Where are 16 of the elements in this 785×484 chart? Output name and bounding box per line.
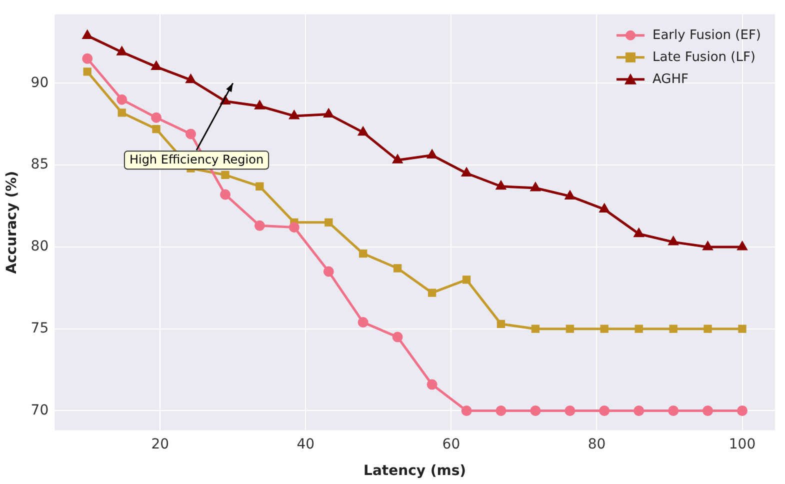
y-axis-title: Accuracy (%)	[4, 170, 20, 274]
legend-label: Early Fusion (EF)	[652, 28, 761, 43]
y-tick-label: 75	[30, 320, 49, 336]
x-tick-label: 100	[728, 436, 756, 452]
x-tick-label: 80	[588, 436, 606, 452]
x-tick-label: 60	[442, 436, 460, 452]
y-tick-label: 85	[30, 156, 49, 173]
legend-label: AGHF	[652, 72, 688, 87]
legend-label: Late Fusion (LF)	[652, 50, 756, 65]
x-tick-label: 20	[151, 436, 170, 452]
y-tick-label: 80	[30, 238, 49, 255]
y-tick-label: 70	[30, 402, 49, 418]
y-tick-label: 90	[30, 74, 49, 91]
annotation: High Efficiency Region	[129, 152, 264, 166]
x-tick-label: 40	[296, 436, 315, 452]
x-axis-title: Latency (ms)	[364, 463, 466, 480]
